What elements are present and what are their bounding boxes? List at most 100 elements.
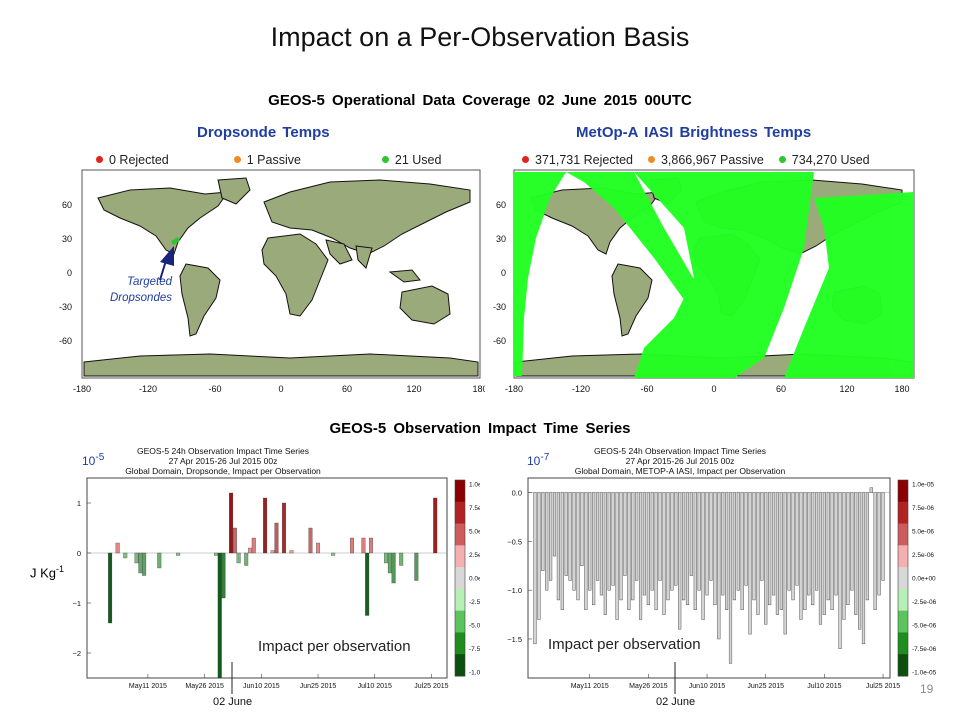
bar	[650, 492, 654, 591]
y-tick-label: −1	[72, 599, 81, 608]
bar	[689, 492, 693, 576]
bar	[635, 492, 639, 581]
bar	[693, 492, 697, 610]
bar	[308, 527, 313, 554]
bar	[576, 492, 580, 601]
bar	[662, 492, 666, 615]
bar	[834, 492, 838, 596]
map-lat-ticks: 60 30 0 -30 -60	[493, 200, 506, 346]
svg-text:30: 30	[496, 234, 506, 244]
bar	[818, 492, 823, 625]
bar	[791, 492, 795, 601]
colorbar-segment	[898, 632, 908, 655]
bar	[229, 492, 234, 554]
bar	[685, 492, 690, 606]
bar	[384, 552, 389, 564]
bar	[869, 487, 873, 493]
colorbar-frame	[897, 479, 909, 677]
bar	[232, 527, 237, 554]
used-dot-icon	[381, 156, 389, 164]
bar	[873, 492, 877, 610]
colorbar-segment	[898, 610, 908, 633]
svg-text:-120: -120	[572, 384, 590, 394]
bar	[811, 492, 815, 606]
legend-item-rejected: 371,731 Rejected	[522, 153, 633, 167]
colorbar-tick-label: 0.0e+00	[469, 576, 480, 583]
svg-text:27 Apr 2015-26 Jul 2015 00z: 27 Apr 2015-26 Jul 2015 00z	[626, 456, 735, 466]
bar	[631, 492, 635, 601]
bar	[709, 492, 713, 581]
colorbar-tick-label: -5.0e-06	[469, 623, 480, 630]
bar	[775, 492, 780, 615]
x-tick-label: Jun25 2015	[747, 683, 784, 690]
bar	[705, 492, 709, 596]
legend-item-rejected: 0 Rejected	[96, 153, 169, 167]
bar	[768, 492, 772, 606]
bar	[658, 492, 662, 581]
iasi-observation-swaths	[514, 172, 914, 378]
bar	[176, 552, 181, 556]
iasi-map: 60 30 0 -30 -60 -180 -120 -60 0 60 120 1…	[493, 169, 915, 394]
legend-item-used: 734,270 Used	[778, 153, 870, 167]
dropsonde-june-label: 02 June	[213, 696, 253, 708]
rejected-dot-icon	[522, 156, 529, 164]
svg-text:0: 0	[67, 268, 72, 278]
bar	[748, 492, 752, 635]
bar	[248, 547, 252, 554]
time-series-title: GEOS-5 Observation Impact Time Series	[329, 420, 631, 437]
x-ticks: May11 2015 May26 2015 Jun10 2015 Jun25 2015…	[571, 674, 900, 690]
colorbar-tick-label: 1.0e-05	[469, 482, 480, 489]
bar	[263, 497, 268, 554]
legend-item-passive: 1 Passive	[233, 153, 301, 167]
svg-text:180: 180	[472, 384, 485, 394]
dropsonde-scale-label: 10-5	[82, 452, 105, 468]
colorbar-segment	[455, 588, 465, 612]
bar	[599, 492, 604, 596]
bar	[123, 552, 128, 559]
bar	[545, 492, 549, 591]
y-tick-label: 1	[77, 499, 81, 508]
svg-text:27 Apr 2015-26 Jul 2015 00z: 27 Apr 2015-26 Jul 2015 00z	[169, 456, 278, 466]
map-title-dropsonde: Dropsonde Temps	[197, 124, 330, 141]
svg-text:120: 120	[839, 384, 854, 394]
bar	[736, 492, 740, 591]
colorbar-tick-label: 1.0e-05	[912, 482, 934, 489]
x-tick-label: Jun10 2015	[689, 683, 726, 690]
bar	[365, 552, 370, 616]
colorbar-tick-label: 2.5e-06	[469, 552, 480, 559]
bar	[666, 492, 670, 601]
obs-swath	[634, 172, 814, 378]
bar	[814, 492, 819, 591]
bar	[217, 552, 222, 679]
bar	[433, 497, 438, 554]
bars	[108, 492, 438, 679]
colorbar-segment	[898, 567, 908, 590]
map-legend-iasi: 371,731 Rejected 3,866,967 Passive 734,2…	[522, 153, 870, 167]
bar	[627, 492, 631, 610]
bar	[588, 492, 592, 591]
bar	[838, 492, 842, 649]
bar	[826, 492, 830, 601]
bar	[764, 492, 768, 625]
passive-dot-icon	[233, 156, 241, 164]
iasi-impact-label: Impact per observation	[548, 636, 701, 653]
dropsonde-impact-chart: GEOS-5 24h Observation Impact Time Serie…	[72, 446, 480, 694]
y-tick-label: −1.5	[507, 635, 522, 644]
bar	[270, 550, 275, 554]
colorbar-segment	[898, 545, 908, 568]
x-tick-label: Jul25 2015	[866, 683, 900, 690]
bar	[783, 492, 787, 635]
x-tick-label: May11 2015	[571, 683, 609, 690]
bar	[414, 552, 419, 581]
units-label: J Kg-1	[30, 564, 65, 581]
colorbar-tick-label: 2.5e-06	[912, 552, 934, 559]
svg-text:180: 180	[894, 384, 909, 394]
coverage-subtitle: GEOS-5 Operational Data Coverage 02 June…	[268, 92, 692, 109]
bar	[674, 492, 678, 586]
map-lat-ticks: 60 30 0 -30 -60	[59, 200, 72, 346]
colorbar-segment	[455, 632, 465, 655]
x-tick-label: May26 2015	[629, 683, 668, 690]
svg-text:-60: -60	[493, 336, 506, 346]
bars	[533, 487, 885, 664]
chart-header: GEOS-5 24h Observation Impact Time Serie…	[575, 446, 786, 476]
